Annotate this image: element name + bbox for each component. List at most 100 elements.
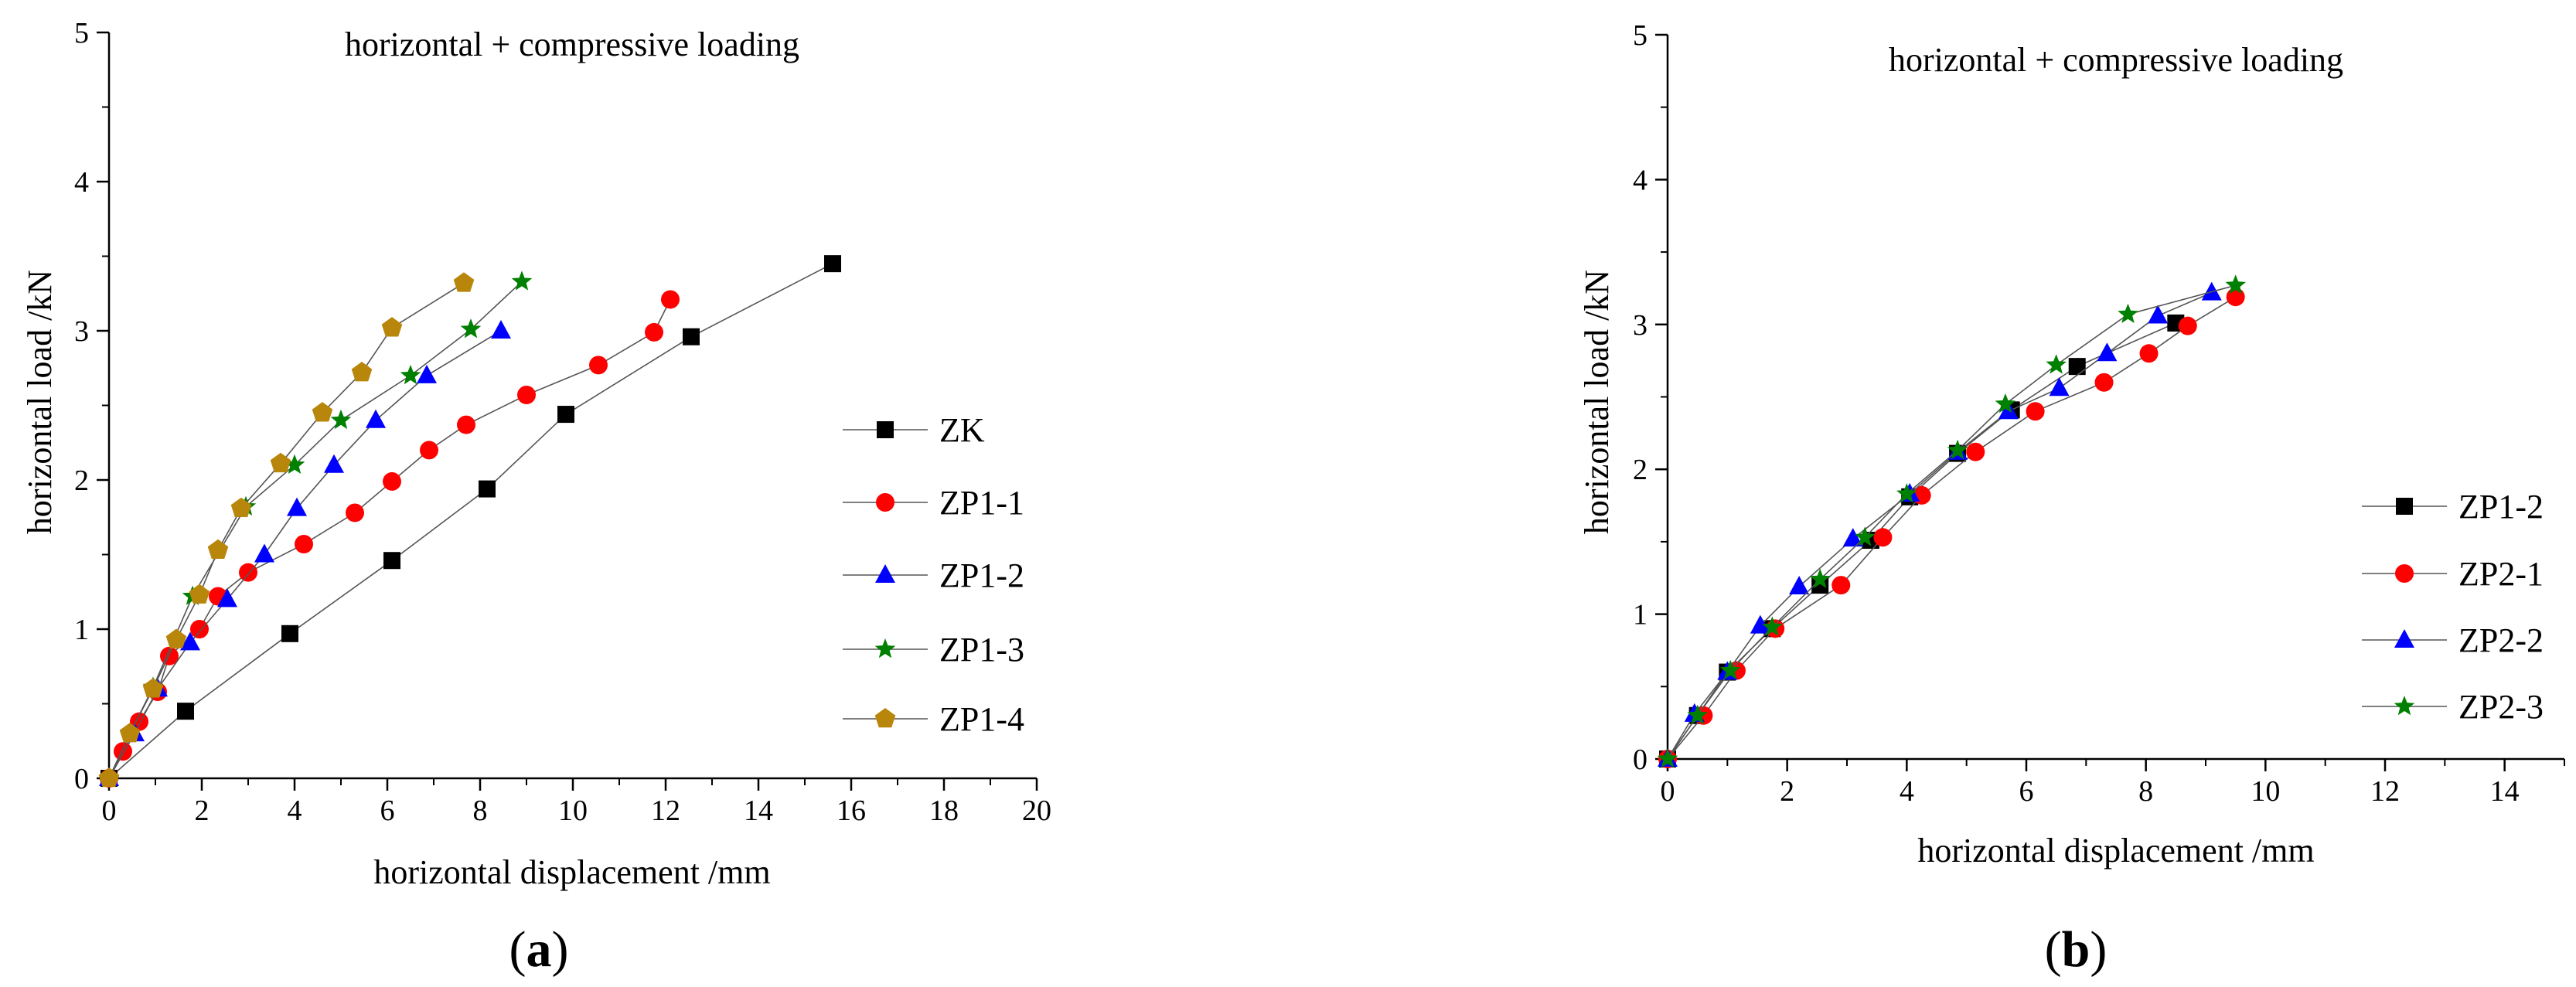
panel-a-y-tick-label: 3 (74, 315, 89, 348)
panel-b-series-zp2-3-point (1809, 568, 1831, 588)
panel-a-series-zp1-2-point (180, 631, 200, 651)
panel-b-series-zp2-2-point (2201, 281, 2222, 301)
panel-b-series-zp2-2-line (1667, 291, 2213, 760)
panel-a-series-zk-line (108, 263, 833, 779)
panel-b-legend-marker-zp2-2 (2394, 629, 2414, 648)
panel-b-series-zp2-3-point (2118, 303, 2138, 323)
panel-a-series-zp1-4-point (189, 584, 210, 604)
panel-b-series-zp2-1-point (2226, 288, 2245, 307)
panel-a-series-zp1-1-point (661, 290, 680, 309)
panel-b-y-tick-label: 4 (1633, 164, 1647, 196)
panel-a-series-zp1-3-point (330, 409, 352, 430)
panel-a-x-tick-label: 4 (288, 795, 302, 827)
panel-a-series-zk-point (479, 480, 496, 498)
panel-a-series-zp1-3-point (511, 271, 533, 291)
panel-b-x-tick-label: 0 (1661, 775, 1675, 808)
panel-a-legend-marker-zp1-4 (874, 708, 896, 728)
panel-b-legend-marker-zp2-1 (2395, 564, 2414, 583)
panel-a-x-tick-label: 0 (102, 795, 117, 827)
panel-b-x-tick-label: 4 (1900, 775, 1914, 808)
panel-a-legend-marker-zp1-2 (875, 564, 895, 583)
panel-a-series-zp1-4-point (165, 628, 187, 648)
panel-b-y-tick-label: 1 (1633, 599, 1647, 631)
panel-a-series (98, 255, 841, 788)
panel-b-x-tick-label: 12 (2370, 775, 2400, 808)
panel-a-legend-label-zp1-1: ZP1-1 (939, 484, 1024, 522)
panel-b-series-zp2-1-point (2026, 402, 2045, 421)
panel-a-series-zk-point (383, 552, 400, 570)
panel-a-series-zp1-2-point (254, 543, 274, 563)
panel-a-series-zp1-1-point (420, 441, 438, 460)
panel-b-series-zp2-1-point (1873, 528, 1893, 547)
panel-b-title: horizontal + compressive loading (1889, 41, 2343, 79)
panel-a-x-tick-label: 16 (837, 795, 866, 827)
panel-a-legend-marker-zk (877, 421, 894, 438)
panel-b-y-tick-label: 0 (1633, 744, 1647, 776)
panel-a-series-zp1-4-point (207, 539, 229, 559)
panel-a-series-zp1-2-line (108, 330, 502, 779)
panel-b-legend-label-zp1-2: ZP1-2 (2458, 488, 2544, 526)
panel-a-series-zk-point (281, 625, 298, 642)
panel-b-caption: (b) (2045, 921, 2107, 978)
panel-a-series-zp1-1-point (295, 534, 313, 553)
panel-a-series-zp1-1-point (346, 503, 364, 522)
panel-a-series-zp1-1-point (517, 385, 536, 404)
panel-a-y-tick-label: 2 (74, 465, 89, 497)
panel-a-x-tick-label: 20 (1022, 795, 1051, 827)
panel-b-series-zp2-3-point (2225, 274, 2246, 294)
panel-a-y-tick-label: 5 (74, 17, 89, 49)
panel-b-series-zp2-2-point (2049, 377, 2070, 397)
panel-a-x-tick-label: 10 (558, 795, 588, 827)
panel-a-series-zp1-4-point (142, 678, 164, 698)
panel-b-series-zp2-3-point (1947, 439, 1968, 460)
panel-a-series-zp1-2-point (491, 320, 511, 339)
panel-a-series-zk-point (683, 328, 700, 345)
panel-b-series-zp2-2-point (2097, 342, 2118, 362)
panel-a-series-zp1-3-point (284, 454, 305, 474)
panel-a-series-zp1-1-point (114, 742, 132, 761)
panel-a-y-tick-label: 0 (74, 763, 89, 795)
panel-a-x-tick-label: 18 (929, 795, 959, 827)
panel-a-ylabel: horizontal load /kN (21, 270, 59, 534)
panel-a-legend-marker-zp1-3 (874, 638, 896, 659)
panel-a-series-zk-point (177, 703, 194, 720)
panel-a-series-zp1-1-point (383, 471, 401, 491)
panel-a-series-zp1-4-point (351, 362, 373, 382)
panel-b-series-zp2-3-point (1687, 704, 1708, 725)
panel-b-series-zp2-3-point (1762, 616, 1783, 636)
panel-b-series-zp2-1-point (1966, 442, 1985, 461)
panel-b-y-tick-label: 2 (1633, 454, 1647, 486)
panel-a-series-zp1-3-point (400, 364, 421, 385)
panel-b-series-zp2-3-point (1854, 526, 1876, 546)
panel-a-series-zk-point (824, 255, 841, 273)
panel-b-x-tick-label: 6 (2019, 775, 2034, 808)
panel-a-y-tick-label: 4 (74, 166, 89, 199)
panel-a-xlabel: horizontal displacement /mm (373, 853, 770, 891)
panel-b-series-zp2-1-point (1831, 576, 1851, 595)
panel-a-series-zp1-1-point (589, 356, 608, 375)
panel-a-series-zk-point (557, 406, 574, 424)
panel-b-x-tick-label: 8 (2138, 775, 2153, 808)
panel-a-series-zp1-2-point (287, 497, 307, 516)
panel-a-series-zp1-4-point (453, 272, 475, 292)
panel-a-series-zp1-2-point (217, 588, 237, 608)
panel-b-y-tick-label: 5 (1633, 19, 1647, 52)
panel-b-series-zp2-1-point (2094, 373, 2114, 392)
panel-a-legend-marker-zp1-1 (876, 493, 894, 512)
panel-a-series-zp1-4-point (119, 723, 141, 743)
panel-b-legend-marker-zp1-2 (2396, 498, 2413, 515)
panel-b-xlabel: horizontal displacement /mm (1917, 832, 2314, 870)
panel-a-legend-label-zp1-2: ZP1-2 (939, 556, 1024, 594)
panel-b-series-zp2-3-point (1657, 748, 1678, 768)
panel-b-series-zp2-2-point (2148, 305, 2169, 324)
panel-b-legend-label-zp2-2: ZP2-2 (2458, 621, 2544, 659)
panel-a-legend-label-zk: ZK (939, 411, 985, 449)
panel-b-legend-label-zp2-3: ZP2-3 (2458, 688, 2544, 726)
panel-a-x-tick-label: 2 (195, 795, 210, 827)
panel-b-series-zp1-2-point (2068, 358, 2086, 376)
panel-a-x-tick-label: 14 (744, 795, 773, 827)
panel-b-x-tick-label: 2 (1780, 775, 1794, 808)
panel-b-series-zp2-3-point (2046, 354, 2067, 374)
